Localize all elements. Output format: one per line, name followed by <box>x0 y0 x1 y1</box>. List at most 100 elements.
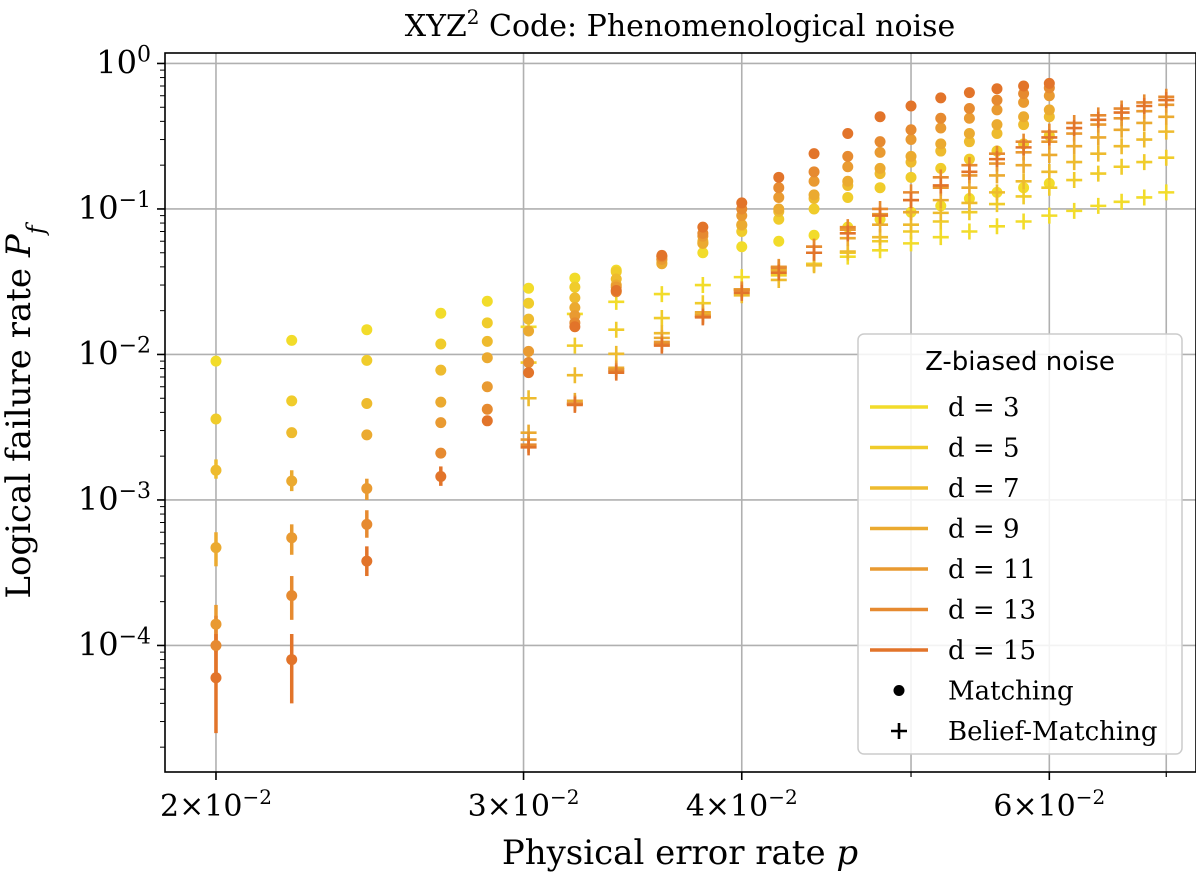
matching-point <box>935 138 947 150</box>
x-tick-label: 4×10−2 <box>686 785 798 824</box>
matching-point <box>842 128 854 140</box>
belief-matching-point <box>1158 184 1175 201</box>
matching-point <box>808 229 820 241</box>
belief-matching-point <box>520 439 537 456</box>
matching-point <box>435 396 447 408</box>
belief-matching-point <box>733 284 750 301</box>
matching-point <box>361 354 373 366</box>
matching-point <box>773 191 785 203</box>
belief-matching-point <box>932 177 949 194</box>
belief-matching-point <box>566 396 583 413</box>
belief-matching-point <box>520 390 537 407</box>
matching-point <box>935 92 947 104</box>
belief-matching-point <box>1090 165 1107 182</box>
matching-point <box>736 219 748 231</box>
belief-matching-point <box>653 286 670 303</box>
matching-point <box>1018 80 1030 92</box>
belief-matching-point <box>608 321 625 338</box>
matching-point <box>210 542 222 554</box>
belief-matching-point <box>1015 188 1032 205</box>
belief-matching-point <box>1113 193 1130 210</box>
matching-point <box>874 146 886 158</box>
belief-matching-point <box>1015 139 1032 156</box>
belief-matching-point <box>566 337 583 354</box>
x-tick-label: 3×10−2 <box>468 785 580 824</box>
belief-matching-point <box>988 218 1005 235</box>
matching-point <box>773 235 785 247</box>
belief-matching-point <box>961 223 978 240</box>
belief-matching-point <box>1158 92 1175 109</box>
y-tick-label: 10−4 <box>78 624 151 664</box>
matching-point <box>874 162 886 174</box>
belief-matching-point <box>961 163 978 180</box>
matching-point <box>523 297 535 309</box>
matching-point <box>435 447 447 459</box>
legend-entries: d = 3 d = 5 d = 7 d = 9 d = 11 d = 13 d = 15 Ma… <box>870 393 1158 747</box>
belief-matching-point <box>961 194 978 211</box>
matching-point <box>210 413 222 425</box>
matching-point <box>523 313 535 325</box>
y-axis-label: Logical failure rate Pf <box>0 221 50 598</box>
matching-point <box>963 103 975 115</box>
matching-point <box>697 221 709 233</box>
matching-point <box>991 119 1003 131</box>
matching-point <box>808 203 820 215</box>
belief-matching-point <box>1041 129 1058 146</box>
matching-point <box>210 672 222 684</box>
matching-point <box>773 171 785 183</box>
belief-matching-point <box>1158 123 1175 140</box>
matching-point <box>569 292 581 304</box>
matching-point <box>481 317 493 329</box>
matching-point <box>481 335 493 347</box>
belief-matching-point <box>1158 149 1175 166</box>
matching-point <box>991 128 1003 140</box>
x-tick-label: 2×10−2 <box>160 785 272 824</box>
belief-matching-point <box>1041 207 1058 224</box>
matching-point <box>1018 119 1030 131</box>
belief-matching-point <box>839 243 856 260</box>
matching-point <box>481 295 493 307</box>
belief-matching-point <box>653 310 670 327</box>
legend-box <box>857 333 1183 755</box>
matching-point <box>286 395 298 407</box>
matching-point <box>523 345 535 357</box>
matching-point <box>286 590 298 602</box>
y-tick-label: 100 <box>96 42 151 82</box>
belief-matching-point <box>1136 131 1153 148</box>
belief-matching-point <box>653 337 670 354</box>
matching-point <box>808 166 820 178</box>
legend-label: Belief-Matching <box>948 717 1158 747</box>
y-tick-label: 10−1 <box>78 187 151 227</box>
matching-point <box>808 189 820 201</box>
matching-point <box>523 282 535 294</box>
matching-point <box>808 175 820 187</box>
belief-matching-point <box>1015 173 1032 190</box>
belief-matching-point <box>1090 145 1107 162</box>
matching-point <box>963 128 975 140</box>
matching-point <box>842 175 854 187</box>
matching-point <box>210 355 222 367</box>
matching-point <box>210 464 222 476</box>
belief-matching-point <box>608 345 625 362</box>
belief-matching-point <box>1015 213 1032 230</box>
matching-point <box>610 285 622 297</box>
legend-label: d = 5 <box>948 434 1020 464</box>
matching-point <box>963 136 975 148</box>
matching-point <box>523 325 535 337</box>
matching-point <box>736 241 748 253</box>
matching-point <box>1018 111 1030 123</box>
belief-matching-point <box>806 244 823 261</box>
matching-point <box>1018 96 1030 108</box>
matching-point <box>935 122 947 134</box>
matching-point <box>361 555 373 567</box>
legend-label: Matching <box>948 677 1074 707</box>
matching-point <box>481 403 493 415</box>
legend-plus-swatch <box>891 723 907 739</box>
belief-matching-point <box>932 229 949 246</box>
matching-point <box>286 334 298 346</box>
belief-matching-point <box>1090 111 1107 128</box>
matching-point <box>991 104 1003 116</box>
belief-matching-point <box>608 364 625 381</box>
matching-point <box>874 136 886 148</box>
legend-dot-swatch <box>893 685 905 696</box>
